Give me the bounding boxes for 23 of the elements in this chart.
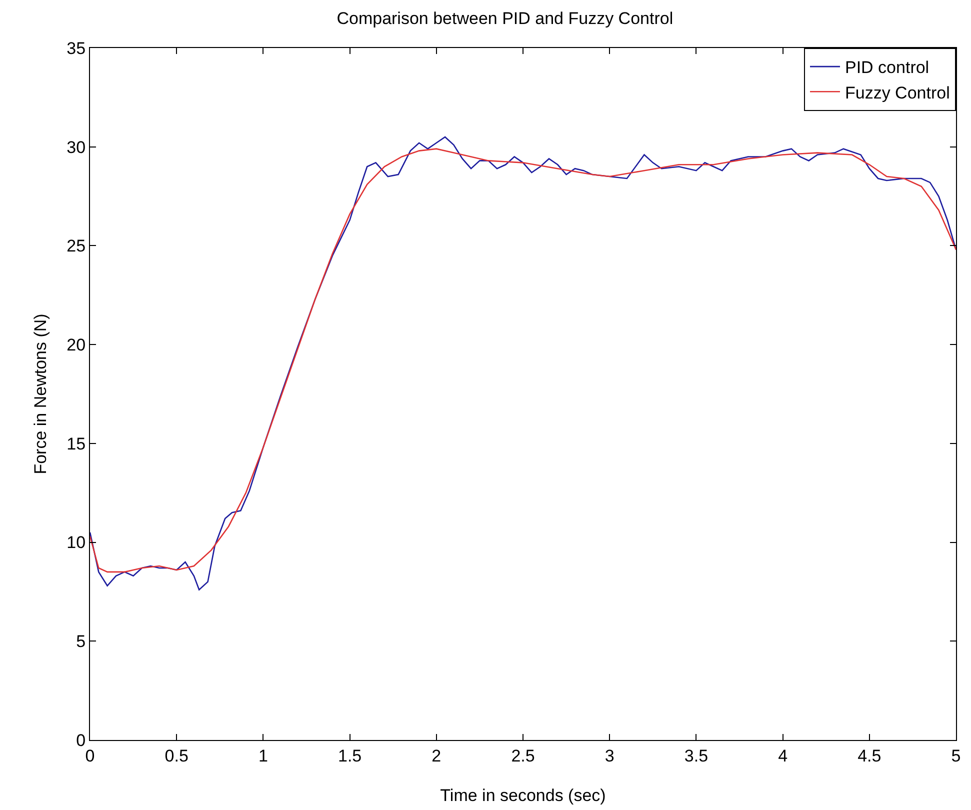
- y-tick-label: 5: [76, 632, 86, 652]
- legend-label: Fuzzy Control: [845, 83, 950, 102]
- x-tick-label: 4: [778, 746, 788, 766]
- y-tick-label: 0: [76, 730, 86, 750]
- x-tick-label: 3: [604, 746, 614, 766]
- x-tick-label: 4.5: [858, 746, 882, 766]
- y-tick-label: 15: [66, 434, 86, 454]
- chart-title: Comparison between PID and Fuzzy Control: [336, 9, 674, 28]
- x-tick-label: 0.5: [164, 746, 188, 766]
- x-tick-label: 3.5: [684, 746, 708, 766]
- y-tick-label: 10: [66, 533, 86, 552]
- x-tick-label: 1.5: [338, 746, 362, 766]
- x-tick-label: 1: [258, 746, 268, 766]
- y-tick-label: 30: [66, 138, 86, 157]
- y-tick-label: 25: [66, 236, 86, 256]
- y-tick-label: 35: [66, 38, 86, 58]
- legend-label: PID control: [845, 58, 930, 78]
- x-tick-label: 5: [951, 746, 961, 766]
- y-tick-label: 20: [66, 336, 86, 355]
- x-axis-title: Time in seconds (sec): [440, 786, 606, 805]
- x-tick-label: 2.5: [511, 746, 535, 766]
- x-tick-label: 2: [432, 746, 442, 766]
- y-axis-title: Force in Newtons (N): [31, 314, 50, 474]
